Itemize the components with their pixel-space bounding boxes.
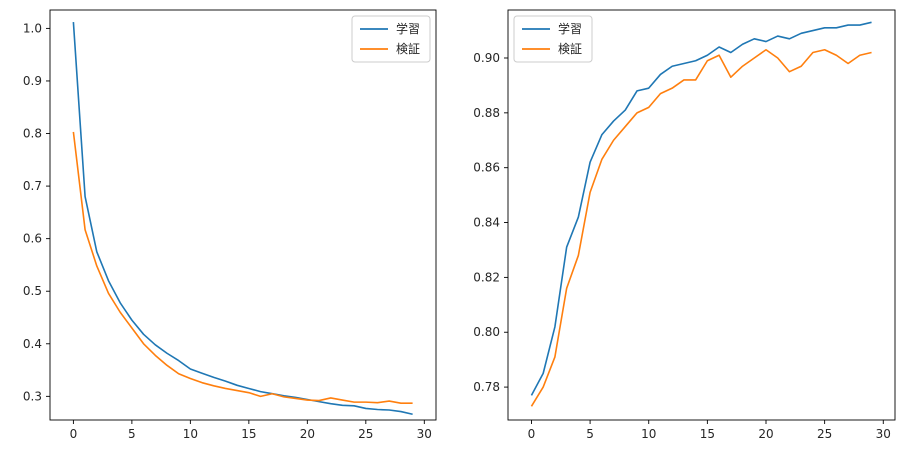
y-tick-label: 1.0: [23, 21, 42, 35]
x-tick-label: 25: [358, 427, 373, 441]
series-line-val: [530, 48, 872, 407]
x-tick-label: 0: [528, 427, 536, 441]
x-tick-label: 30: [417, 427, 432, 441]
series-line-train: [530, 21, 872, 396]
legend-label: 検証: [396, 42, 420, 56]
x-tick-label: 5: [586, 427, 594, 441]
series-line-val: [72, 131, 413, 404]
y-tick-label: 0.88: [473, 106, 500, 120]
x-tick-label: 10: [183, 427, 198, 441]
y-tick-label: 0.4: [23, 337, 42, 351]
series-line-train: [72, 22, 413, 416]
accuracy-chart: 0 5 10 15 20 25 30 0.78 0.80 0.82 0.84 0.86 0.88 0.90…: [473, 9, 896, 441]
x-tick-label: 30: [876, 427, 891, 441]
y-tick-label: 0.7: [23, 179, 42, 193]
legend-box: [513, 15, 593, 63]
x-tick-label: 20: [300, 427, 315, 441]
y-tick-label: 0.9: [23, 74, 42, 88]
y-tick-label: 0.82: [473, 270, 500, 284]
x-tick-label: 25: [817, 427, 832, 441]
plot-frame: [507, 9, 896, 421]
plot-frame: [49, 9, 437, 421]
y-tick-label: 0.3: [23, 389, 42, 403]
legend-label: 学習: [396, 21, 420, 36]
legend-label: 学習: [558, 21, 582, 36]
y-tick-label: 0.80: [473, 325, 500, 339]
legend-box: [351, 15, 431, 63]
y-tick-label: 0.84: [473, 216, 500, 230]
x-tick-label: 15: [241, 427, 256, 441]
x-tick-label: 5: [128, 427, 136, 441]
x-tick-label: 10: [641, 427, 656, 441]
legend-label: 検証: [558, 42, 582, 56]
x-tick-label: 20: [758, 427, 773, 441]
x-tick-label: 15: [700, 427, 715, 441]
y-tick-label: 0.6: [23, 232, 42, 246]
y-tick-label: 0.78: [473, 380, 500, 394]
y-tick-label: 0.8: [23, 127, 42, 141]
y-tick-label: 0.5: [23, 284, 42, 298]
y-tick-label: 0.86: [473, 161, 500, 175]
x-tick-label: 0: [70, 427, 78, 441]
y-tick-label: 0.90: [473, 51, 500, 65]
